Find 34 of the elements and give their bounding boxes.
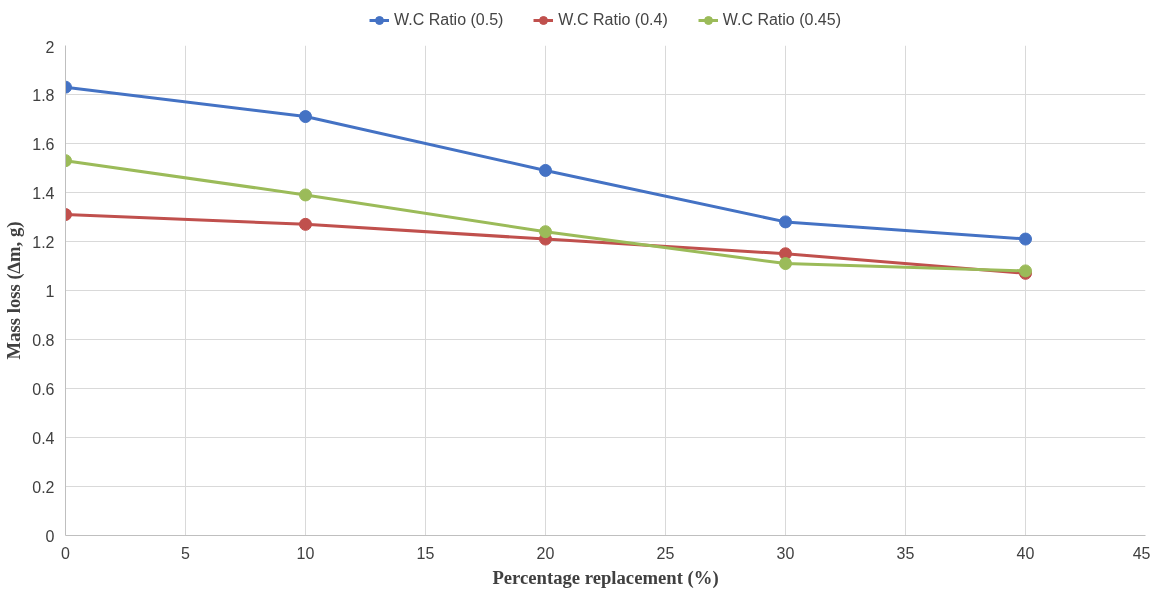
y-tick-label: 0.4 xyxy=(32,429,55,447)
x-tick-label: 30 xyxy=(776,544,795,562)
point xyxy=(539,163,552,177)
point xyxy=(1019,232,1032,246)
point xyxy=(299,110,312,124)
legend-label: W.C Ratio (0.5) xyxy=(394,11,504,29)
y-tick-label: 1 xyxy=(45,282,55,300)
point xyxy=(299,188,312,202)
y-tick-label: 1.6 xyxy=(32,135,55,153)
y-tick-label: 1.4 xyxy=(32,184,55,202)
y-tick-label: 2 xyxy=(45,38,55,56)
x-tick-label: 40 xyxy=(1016,544,1035,562)
y-axis-title: Mass loss (∆m, g) xyxy=(3,221,26,360)
x-tick-label: 10 xyxy=(296,544,315,562)
y-tick-label: 0.6 xyxy=(32,380,55,398)
x-tick-label: 20 xyxy=(536,544,555,562)
point xyxy=(779,215,792,229)
legend-label: W.C Ratio (0.4) xyxy=(558,11,668,29)
y-tick-label: 0 xyxy=(45,527,55,545)
point xyxy=(779,257,792,271)
y-tick-label: 1.2 xyxy=(32,233,55,251)
x-tick-label: 45 xyxy=(1132,544,1151,562)
y-tick-label: 0.2 xyxy=(32,478,55,496)
point xyxy=(539,225,552,239)
y-tick-label: 1.8 xyxy=(32,86,55,104)
x-axis-title: Percentage replacement (%) xyxy=(492,566,719,589)
x-tick-label: 35 xyxy=(896,544,915,562)
legend-label: W.C Ratio (0.45) xyxy=(722,11,841,29)
x-tick-label: 5 xyxy=(181,544,191,562)
x-tick-label: 15 xyxy=(416,544,435,562)
y-tick-label: 0.8 xyxy=(32,331,55,349)
x-tick-label: 0 xyxy=(61,544,71,562)
point xyxy=(299,217,312,231)
x-tick-label: 25 xyxy=(656,544,675,562)
